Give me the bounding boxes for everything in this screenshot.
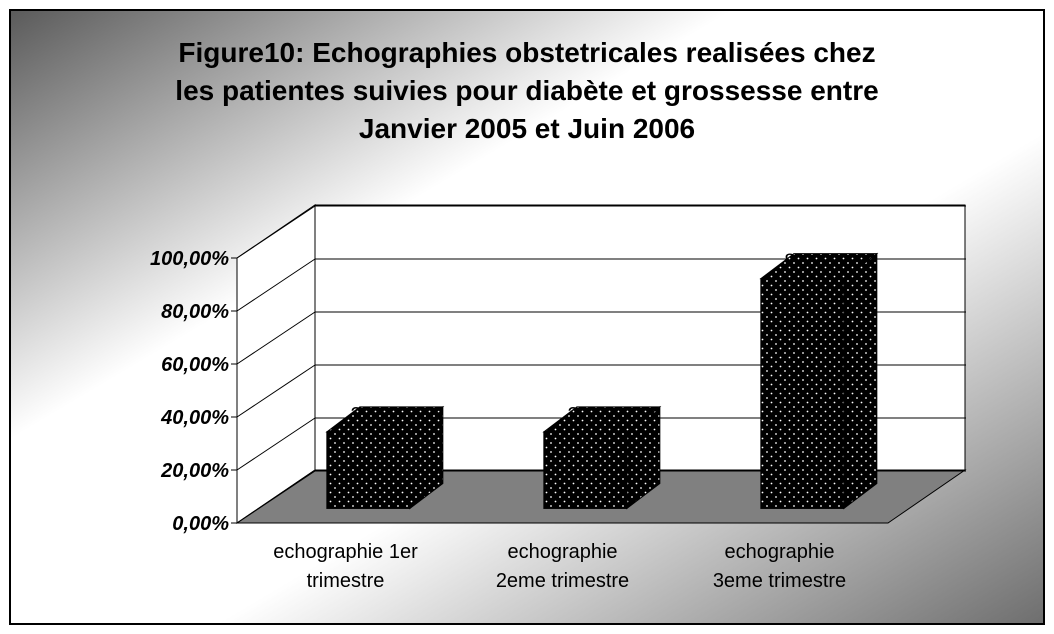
chart-title: Figure10: Echographies obstetricales rea… [175,37,879,144]
y-tick-label: 80,00% [161,301,229,323]
y-tick-label: 20,00% [160,460,229,482]
bar-front [326,431,411,509]
x-tick-label: echographie 2eme trimestre [495,541,630,592]
bar-front [760,278,845,509]
y-tick-label: 100,00% [150,248,229,270]
bar-side [843,252,878,510]
y-tick-label: 60,00% [161,354,229,376]
bar [759,252,879,510]
bar [325,405,445,510]
bar [542,405,662,510]
grid-line [236,417,316,471]
y-tick-label: 40,00% [160,407,229,429]
bar-front [543,431,628,509]
grid-line [236,311,316,365]
y-tick-label: 0,00% [172,513,229,535]
x-tick-label: echographie 3eme trimestre [712,541,847,592]
x-tick-label: echographie 1er trimestre [273,541,418,592]
side-wall [236,204,316,524]
grid-line [236,364,316,418]
grid-line [236,470,316,524]
grid-line [236,205,316,259]
grid-line [236,258,316,312]
